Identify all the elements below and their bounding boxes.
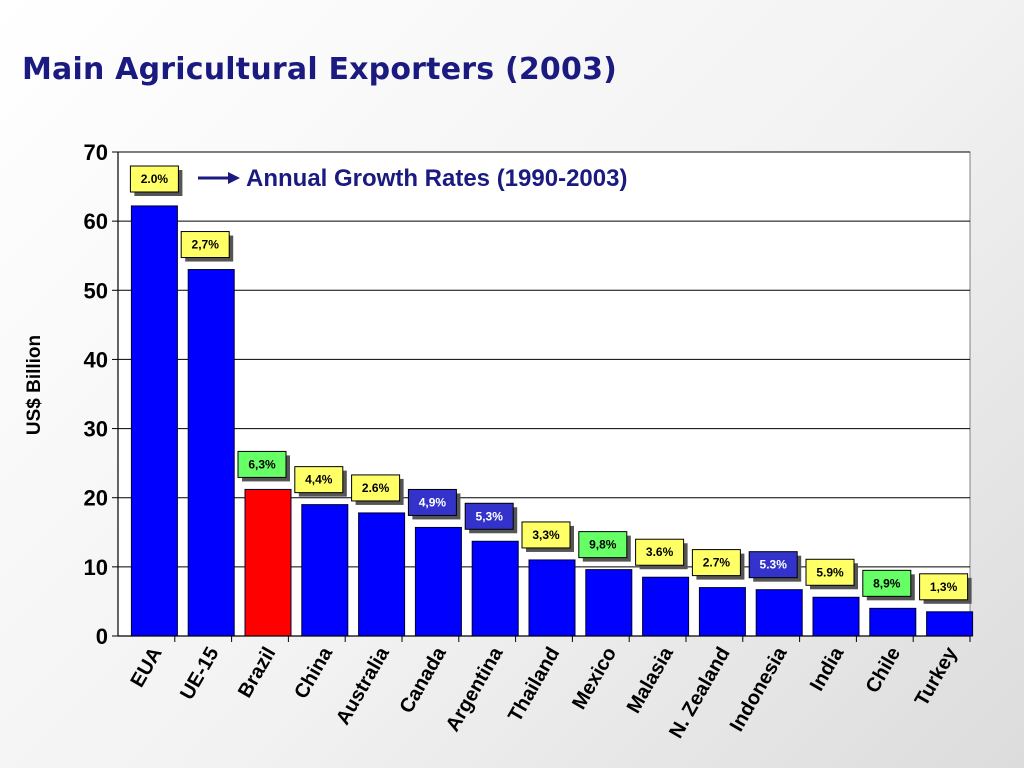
growth-rate-label: 1,3% (930, 580, 958, 594)
growth-rate-label: 4,9% (419, 495, 447, 509)
category-label: Thailand (504, 644, 564, 726)
growth-rate-badge: 2,7% (180, 231, 234, 262)
category-label: UE-15 (176, 644, 223, 704)
slide-title: Main Agricultural Exporters (2003) (22, 52, 618, 87)
badge-box (351, 474, 401, 502)
badge-box (805, 558, 855, 586)
badge-box (691, 549, 741, 577)
badge-box (635, 538, 685, 566)
bar (698, 587, 746, 637)
category-label: Brazil (234, 644, 280, 702)
y-axis-label: US$ Billion (24, 335, 45, 435)
growth-rate-badge: 6,3% (237, 450, 290, 482)
bar (642, 576, 690, 637)
growth-rate-label: 3,3% (532, 528, 560, 542)
category-label: Indonesia (726, 643, 792, 736)
badge-box (464, 502, 514, 530)
growth-badges: 2.0% 2,7% 6,3% 4,4% 2.6% 4,9% 5,3% 3,3% 9,8% 3.6%… (129, 165, 972, 604)
category-label: Chile (862, 644, 906, 697)
y-tick-label: 50 (84, 278, 108, 303)
arrowhead-icon (228, 172, 240, 184)
category-label: India (806, 643, 849, 695)
bar (869, 607, 917, 637)
category-label: Australia (332, 643, 394, 729)
category-label: Malasia (623, 643, 679, 717)
y-tick-label: 10 (84, 555, 108, 580)
growth-rate-badge: 8,9% (862, 569, 915, 601)
growth-rate-badge: 3.6% (635, 538, 688, 570)
growth-rate-label: 2.0% (141, 172, 169, 186)
growth-rate-label: 5.3% (760, 558, 788, 572)
bar (926, 611, 974, 637)
badge-box (180, 231, 230, 259)
badge-box (294, 466, 344, 494)
growth-rate-label: 2.7% (703, 556, 731, 570)
badge-box (521, 521, 571, 549)
bar (187, 269, 235, 637)
bar (130, 205, 178, 637)
growth-rate-badge: 2.6% (351, 474, 404, 505)
category-label: Mexico (568, 644, 621, 714)
growth-rate-label: 2.6% (362, 481, 390, 495)
bar (528, 559, 576, 637)
category-label: Canada (396, 643, 452, 717)
bar (301, 504, 349, 637)
growth-rate-badge: 4,4% (294, 466, 347, 497)
annotation: Annual Growth Rates (1990-2003) (198, 165, 627, 192)
bar (812, 596, 860, 637)
growth-rate-badge: 4,9% (407, 488, 461, 520)
growth-rate-label: 3.6% (646, 545, 674, 559)
axes: 0 10 20 30 40 50 60 70 (84, 140, 971, 649)
bar (244, 488, 292, 637)
bar (414, 526, 462, 637)
badge-box (862, 569, 912, 597)
category-label: Turkey (911, 643, 963, 710)
badge-box (578, 531, 628, 559)
badge-box (407, 488, 457, 516)
badge-box (237, 450, 287, 478)
badge-box (748, 551, 798, 579)
category-label: Argentina (442, 643, 508, 736)
y-tick-label: 20 (84, 486, 108, 511)
badge-box (919, 573, 969, 601)
growth-rates-annotation: Annual Growth Rates (1990-2003) (246, 165, 627, 192)
growth-rate-badge: 5.9% (805, 558, 858, 590)
y-tick-label: 30 (84, 417, 108, 442)
category-label: China (290, 643, 337, 703)
bar (358, 512, 406, 637)
badge-box (129, 165, 179, 193)
growth-rate-badge: 2.7% (691, 549, 745, 580)
growth-rate-label: 9,8% (589, 538, 617, 552)
growth-rate-badge: 9,8% (578, 531, 631, 562)
bar (471, 540, 519, 637)
y-tick-label: 0 (96, 624, 108, 649)
growth-rate-label: 5.9% (816, 565, 844, 579)
bar (585, 569, 633, 637)
category-label: EUA (127, 644, 167, 692)
growth-rate-label: 5,3% (476, 509, 504, 523)
growth-rate-badge: 2.0% (129, 165, 183, 196)
growth-rate-badge: 5,3% (464, 502, 518, 534)
growth-rate-badge: 1,3% (919, 573, 972, 604)
growth-rate-label: 8,9% (873, 576, 901, 590)
y-tick-label: 70 (84, 140, 108, 165)
growth-rate-badge: 3,3% (521, 521, 574, 552)
y-tick-label: 40 (84, 347, 108, 372)
y-tick-label: 60 (84, 209, 108, 234)
growth-rate-label: 2,7% (192, 238, 220, 252)
bar (755, 589, 803, 637)
growth-rate-badge: 5.3% (748, 551, 802, 582)
growth-rate-label: 6,3% (248, 457, 276, 471)
growth-rate-label: 4,4% (305, 473, 333, 487)
